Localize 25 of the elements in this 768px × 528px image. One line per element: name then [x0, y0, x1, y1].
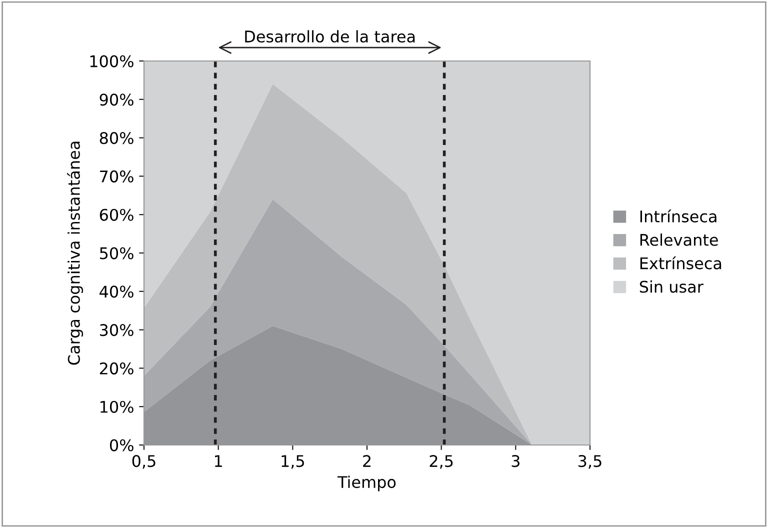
x-tick-label: 3,5 — [578, 455, 602, 469]
y-tick-label: 20% — [100, 362, 134, 374]
y-tick-label: 90% — [100, 94, 134, 106]
y-tick-label: 80% — [100, 132, 134, 144]
x-tick-label: 1 — [215, 455, 222, 467]
y-tick-label: 50% — [100, 247, 134, 260]
y-tick-label: 0% — [110, 439, 134, 452]
x-tick-label: 2,5 — [430, 455, 453, 469]
y-tick-label: 60% — [100, 208, 134, 221]
y-tick-label: 30% — [100, 324, 134, 336]
x-tick-label: 1,5 — [282, 455, 304, 469]
legend-label: Relevante — [640, 234, 718, 246]
y-axis-title: Carga cognitiva instantánea — [66, 142, 84, 365]
legend-label: Intrínseca — [640, 209, 716, 222]
y-tick-label: 100% — [90, 55, 134, 68]
x-tick-label: 2 — [363, 455, 370, 467]
text: Desarrollo de la tarea — [245, 30, 415, 43]
legend-label: Sin usar — [640, 280, 704, 293]
y-tick-label: 40% — [100, 286, 134, 298]
x-tick-label: 3 — [512, 455, 520, 468]
y-tick-label: 70% — [100, 170, 134, 182]
legend-label: Extrínseca — [640, 256, 722, 270]
y-tick-label: 10% — [100, 400, 134, 413]
x-axis-title: Tiempo — [337, 476, 396, 492]
x-tick-label: 0,5 — [132, 455, 156, 469]
